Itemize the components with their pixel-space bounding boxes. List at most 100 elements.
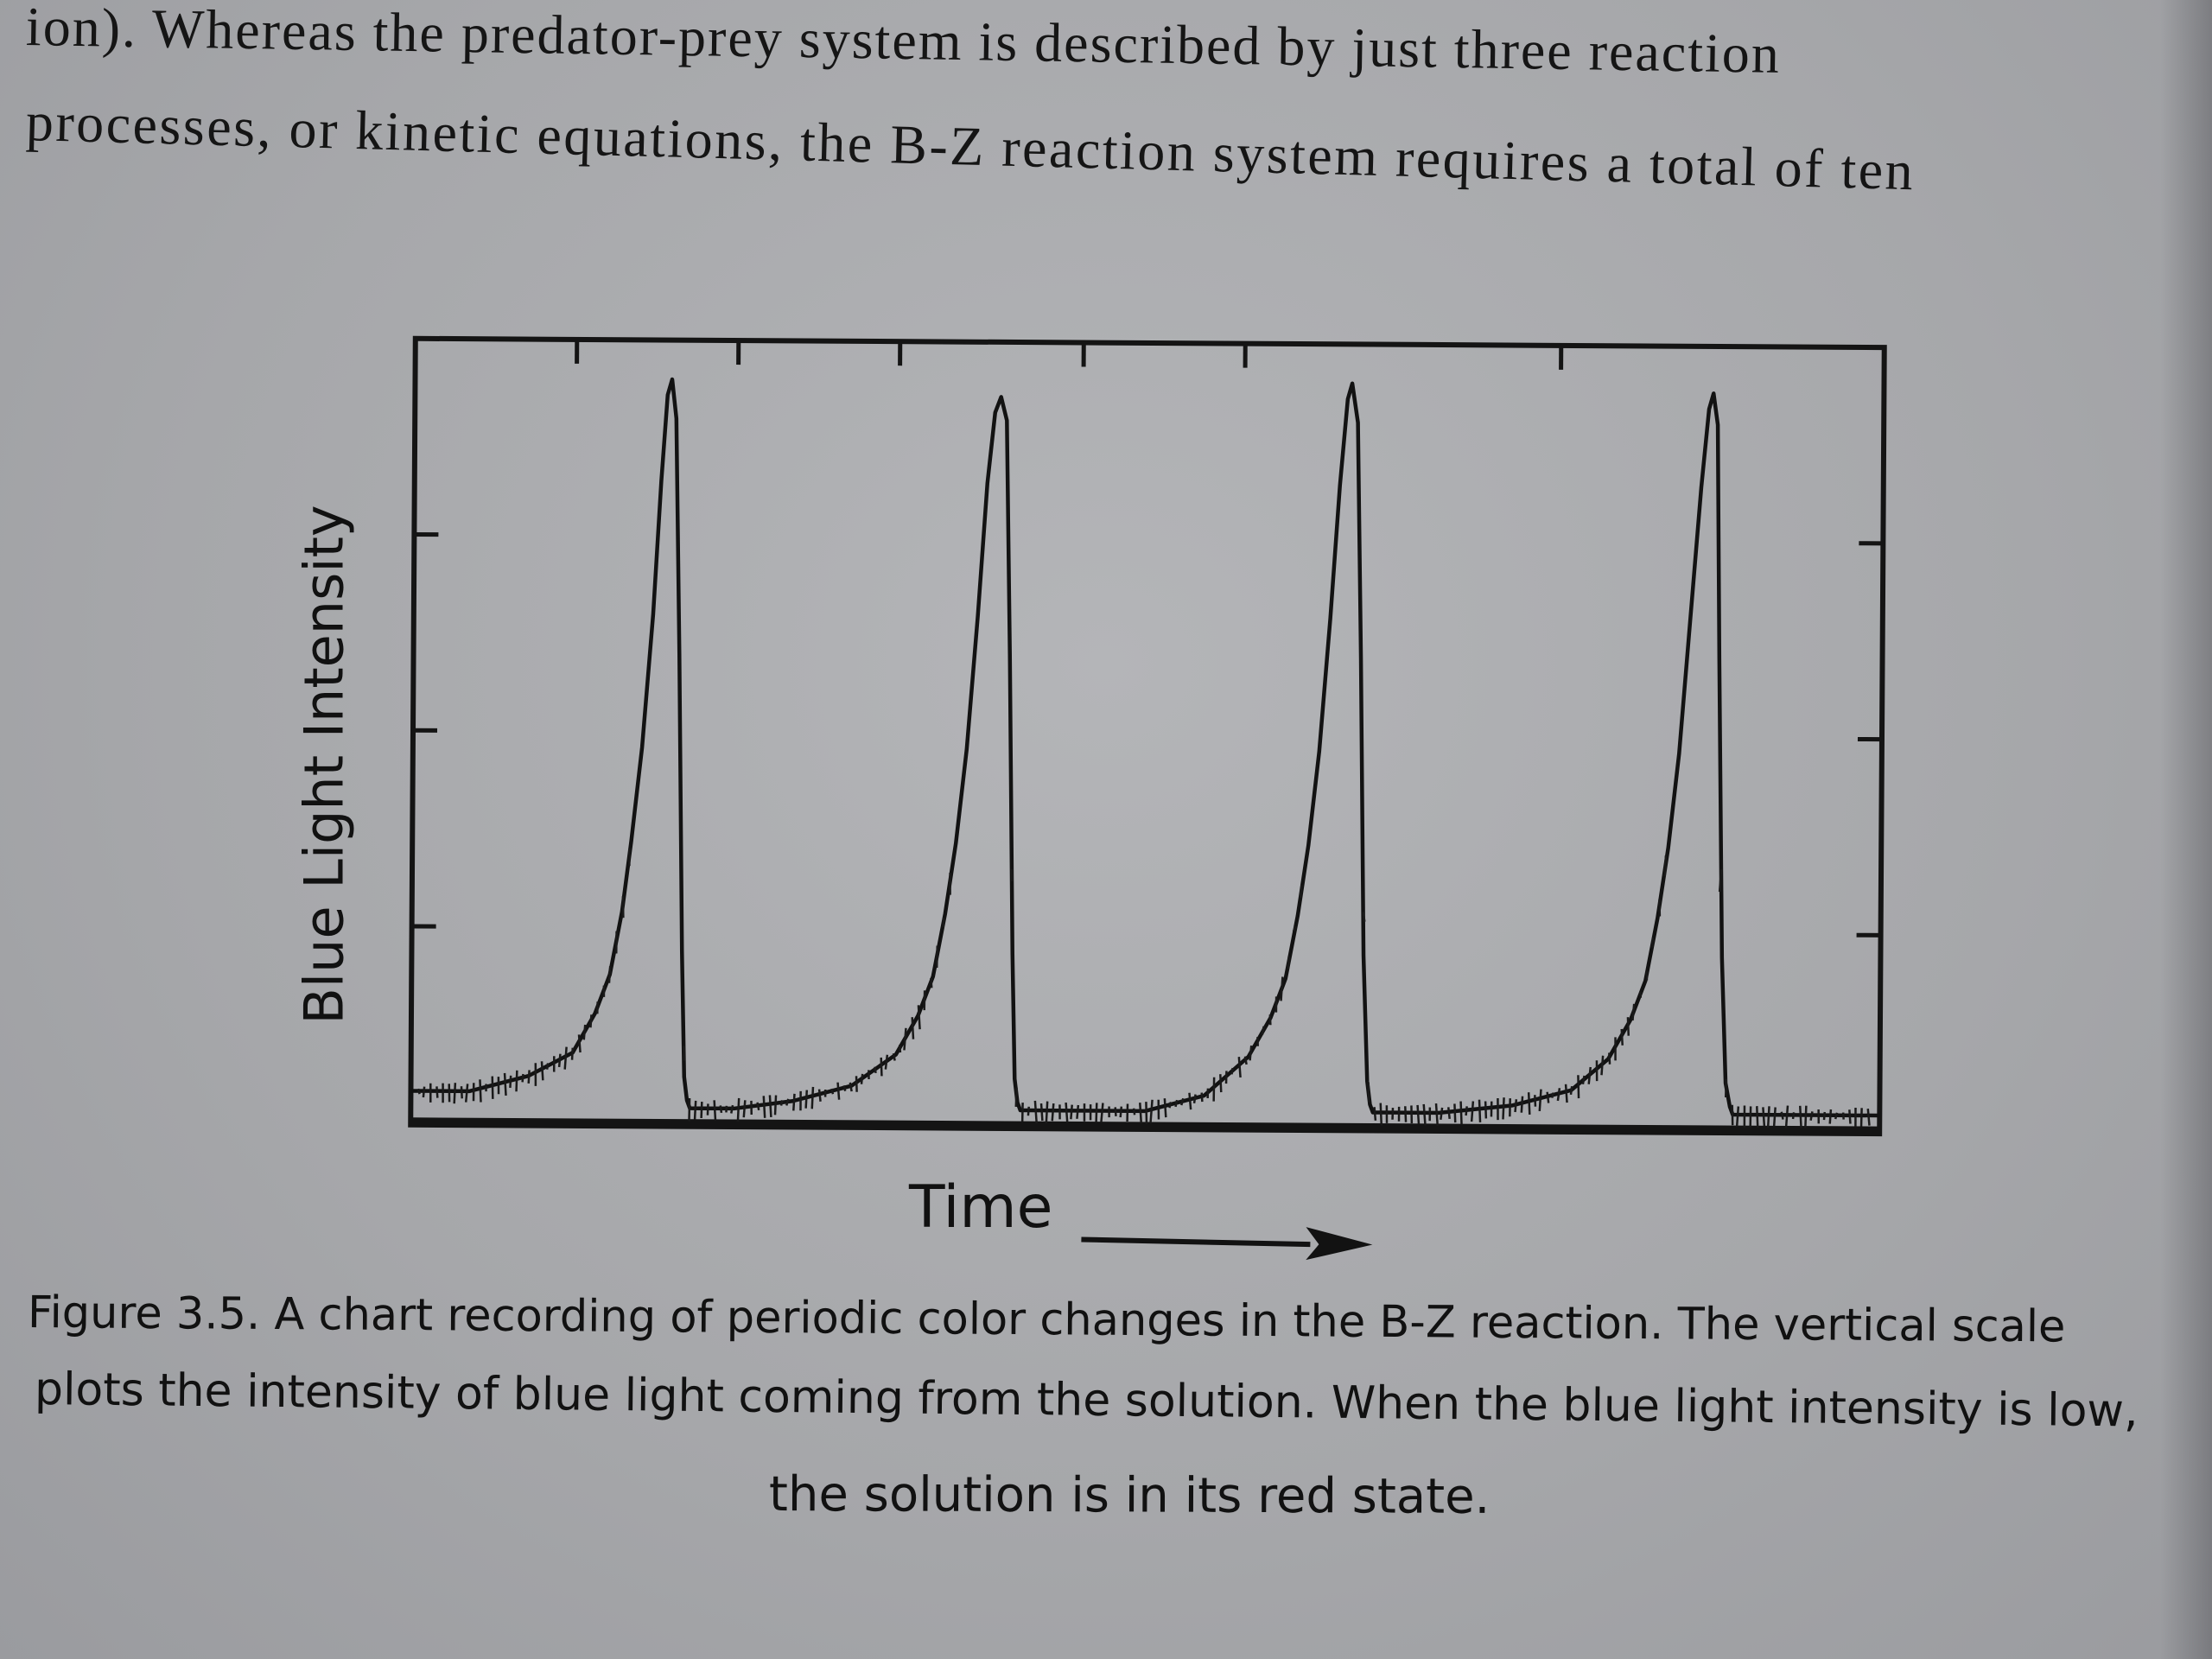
noise-mark	[1731, 1104, 1734, 1126]
noise-mark	[1249, 1046, 1253, 1061]
page-gutter-shadow	[2160, 0, 2212, 1659]
noise-mark	[1163, 1098, 1167, 1118]
noise-mark	[804, 1090, 809, 1109]
noise-mark	[563, 1046, 568, 1070]
noise-mark	[1766, 1106, 1770, 1128]
noise-mark	[416, 1088, 421, 1095]
noise-mark	[874, 1066, 877, 1074]
noise-mark	[1422, 1103, 1427, 1126]
noise-mark	[1538, 1089, 1542, 1111]
noise-mark	[810, 1086, 815, 1109]
noise-mark	[1620, 1028, 1624, 1046]
noise-mark	[1569, 1085, 1573, 1096]
noise-mark	[903, 1027, 907, 1051]
noise-mark	[1219, 1074, 1223, 1093]
noise-mark	[1577, 1075, 1580, 1099]
noise-mark	[1587, 1066, 1592, 1084]
noise-mark	[1200, 1092, 1204, 1103]
noise-mark	[1039, 1103, 1044, 1122]
noise-mark	[1453, 1103, 1457, 1123]
noise-mark	[836, 1082, 841, 1100]
noise-mark	[1600, 1055, 1605, 1076]
noise-mark	[1470, 1101, 1475, 1122]
noise-mark	[1735, 1106, 1740, 1128]
noise-mark	[849, 1082, 853, 1092]
noise-mark	[589, 1014, 593, 1028]
noise-mark	[1157, 1099, 1160, 1120]
noise-mark	[521, 1073, 524, 1083]
noise-mark	[577, 1034, 582, 1053]
noise-mark	[1292, 925, 1297, 932]
plot-baseline	[410, 1117, 1880, 1136]
noise-mark	[1268, 1014, 1272, 1026]
noise-mark	[706, 1103, 709, 1116]
noise-mark	[817, 1089, 822, 1102]
noise-mark	[693, 1100, 697, 1120]
noise-mark	[607, 966, 612, 983]
noise-mark	[515, 1070, 518, 1092]
noise-mark	[1139, 1103, 1143, 1124]
noise-mark	[1410, 1105, 1414, 1124]
noise-mark	[1631, 1003, 1636, 1021]
noise-mark	[1848, 1109, 1852, 1124]
noise-mark	[917, 1005, 921, 1030]
noise-mark	[1174, 1099, 1179, 1108]
noise-mark	[884, 1054, 889, 1070]
noise-mark	[1658, 899, 1662, 917]
noise-mark	[1168, 1102, 1173, 1109]
noise-mark	[688, 1097, 691, 1122]
noise-mark	[1192, 1094, 1197, 1103]
noise-mark	[713, 1100, 717, 1121]
noise-mark	[742, 1100, 747, 1118]
noise-mark	[545, 1063, 550, 1070]
noise-mark	[1027, 1106, 1030, 1116]
y-axis-label: Blue Light Intensity	[292, 505, 356, 1025]
noise-mark	[880, 1057, 883, 1077]
noise-mark	[911, 1017, 915, 1039]
noise-mark	[1045, 1101, 1049, 1124]
noise-mark	[935, 945, 939, 969]
noise-mark	[1287, 956, 1290, 969]
noise-mark	[1299, 884, 1303, 899]
noise-mark	[1866, 1109, 1871, 1126]
noise-mark	[448, 1084, 451, 1103]
noise-mark	[1718, 869, 1723, 893]
noise-mark	[860, 1073, 864, 1084]
noise-mark	[1180, 1097, 1185, 1106]
noise-mark	[1756, 1106, 1759, 1128]
noise-mark	[1373, 1107, 1377, 1121]
noise-mark	[1261, 1026, 1265, 1035]
noise-mark	[1100, 1103, 1104, 1123]
noise-mark	[1841, 1112, 1845, 1120]
noise-mark	[736, 1097, 741, 1122]
noise-mark	[1822, 1111, 1827, 1121]
noise-mark	[1809, 1111, 1814, 1121]
noise-mark	[1663, 855, 1668, 877]
noise-mark	[768, 1095, 772, 1117]
noise-mark	[1804, 1105, 1808, 1128]
x-axis-label: Time	[909, 1173, 1053, 1242]
noise-mark	[1556, 1088, 1561, 1102]
noise-mark	[1546, 1091, 1550, 1103]
noise-mark	[540, 1061, 544, 1081]
noise-mark	[683, 1046, 686, 1061]
noise-mark	[1434, 1103, 1439, 1127]
noise-mark	[773, 1095, 778, 1116]
noise-mark	[1608, 1052, 1611, 1065]
noise-mark	[779, 1100, 784, 1106]
noise-mark	[422, 1086, 426, 1098]
noise-mark	[1237, 1057, 1242, 1078]
noise-mark	[1014, 1087, 1018, 1107]
noise-mark	[1564, 1084, 1568, 1103]
noise-mark	[1484, 1101, 1488, 1119]
figure-caption-line: the solution is in its red state.	[768, 1466, 1491, 1525]
noise-mark	[557, 1053, 562, 1068]
noise-mark	[1581, 1075, 1586, 1085]
noise-mark	[1762, 1107, 1766, 1127]
noise-mark	[1595, 1060, 1599, 1082]
noise-mark	[1551, 1092, 1554, 1098]
noise-mark	[1791, 1112, 1796, 1120]
noise-mark	[1828, 1109, 1833, 1124]
noise-mark	[792, 1093, 796, 1111]
